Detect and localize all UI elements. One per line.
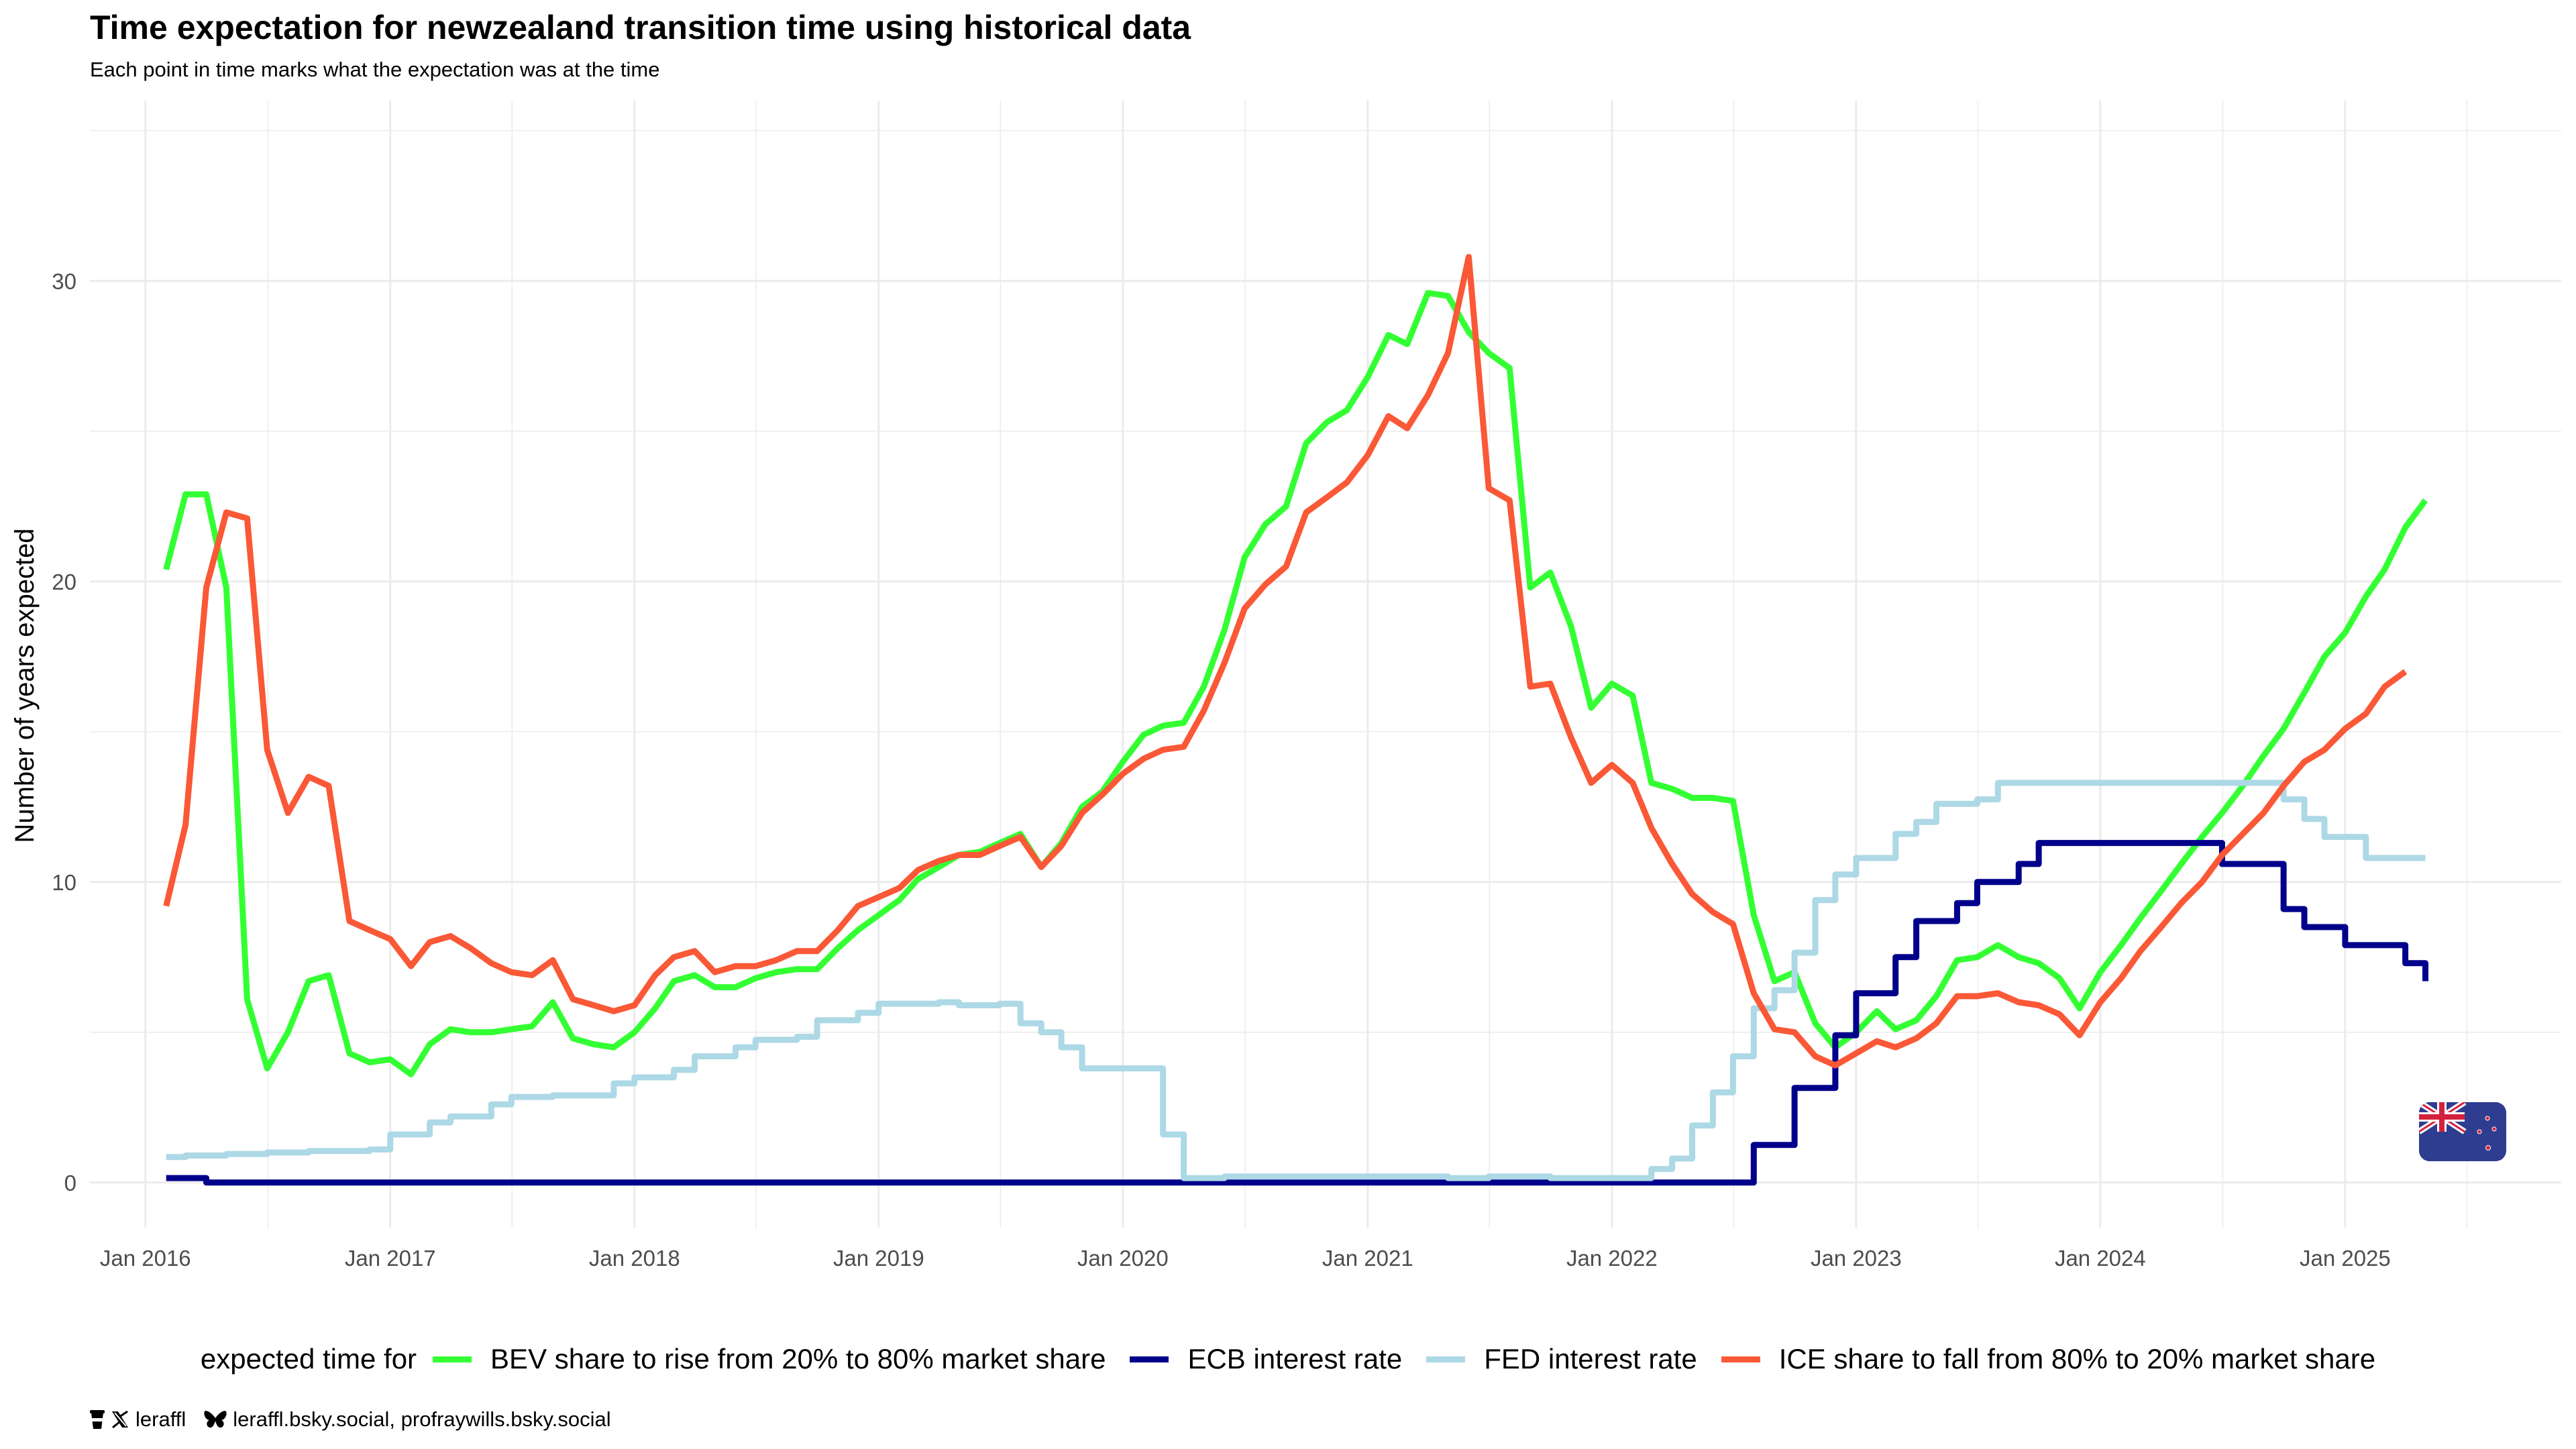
legend-swatch-ice [1721, 1356, 1760, 1362]
x-tick-label: Jan 2023 [1811, 1246, 1902, 1271]
caption: leraffl leraffl.bsky.social, profraywill… [90, 1407, 611, 1432]
legend-label-fed: FED interest rate [1484, 1343, 1697, 1375]
x-tick-label: Jan 2022 [1566, 1246, 1658, 1271]
x-tick-label: Jan 2020 [1077, 1246, 1169, 1271]
legend-swatch-bev [433, 1356, 472, 1362]
series-line-bev [163, 290, 2428, 1077]
y-tick-label: 20 [52, 570, 76, 594]
series-line-ecb [166, 840, 2428, 1186]
y-tick-label: 30 [52, 269, 76, 294]
x-tick-label: Jan 2018 [589, 1246, 680, 1271]
caption-bluesky: leraffl.bsky.social, profraywills.bsky.s… [233, 1407, 611, 1431]
legend-item-fed: FED interest rate [1426, 1343, 1697, 1375]
legend-label-ecb: ECB interest rate [1187, 1343, 1403, 1375]
legend-label-ice: ICE share to fall from 80% to 20% market… [1778, 1343, 2376, 1375]
caption-handle: leraffl [136, 1407, 186, 1431]
series-line-ice [163, 254, 2408, 1069]
legend-title: expected time for [200, 1343, 417, 1375]
chart-subtitle: Each point in time marks what the expect… [90, 58, 660, 81]
x-logo-icon [112, 1410, 128, 1429]
legend-swatch-fed [1426, 1356, 1466, 1362]
series-line-fed [166, 780, 2426, 1181]
series-lines [163, 254, 2428, 1186]
legend-item-ecb: ECB interest rate [1130, 1343, 1402, 1375]
legend: expected time for BEV share to rise from… [0, 1343, 2576, 1375]
y-axis-label: Number of years expected [10, 528, 40, 843]
x-tick-label: Jan 2024 [2055, 1246, 2146, 1271]
grid [90, 101, 2561, 1228]
x-tick-label: Jan 2019 [833, 1246, 924, 1271]
cup-icon [90, 1410, 105, 1429]
legend-item-bev: BEV share to rise from 20% to 80% market… [433, 1343, 1106, 1375]
legend-item-ice: ICE share to fall from 80% to 20% market… [1721, 1343, 2375, 1375]
legend-swatch-ecb [1130, 1356, 1169, 1362]
x-tick-label: Jan 2017 [345, 1246, 436, 1271]
new-zealand-flag-icon [2419, 1102, 2506, 1161]
x-tick-label: Jan 2025 [2300, 1246, 2391, 1271]
chart-title: Time expectation for newzealand transiti… [90, 9, 1191, 46]
axes: 0 10 20 30 Jan 2016 Jan 2017 Jan 2018 Jan 2019 J… [52, 269, 2390, 1271]
legend-label-bev: BEV share to rise from 20% to 80% market… [490, 1343, 1106, 1375]
x-tick-label: Jan 2021 [1322, 1246, 1413, 1271]
x-tick-label: Jan 2016 [100, 1246, 191, 1271]
y-tick-label: 0 [64, 1171, 76, 1195]
plot-area: 0 10 20 30 Jan 2016 Jan 2017 Jan 2018 Jan 2019 J… [10, 101, 2561, 1271]
y-tick-label: 10 [52, 870, 76, 895]
butterfly-icon [204, 1411, 227, 1428]
